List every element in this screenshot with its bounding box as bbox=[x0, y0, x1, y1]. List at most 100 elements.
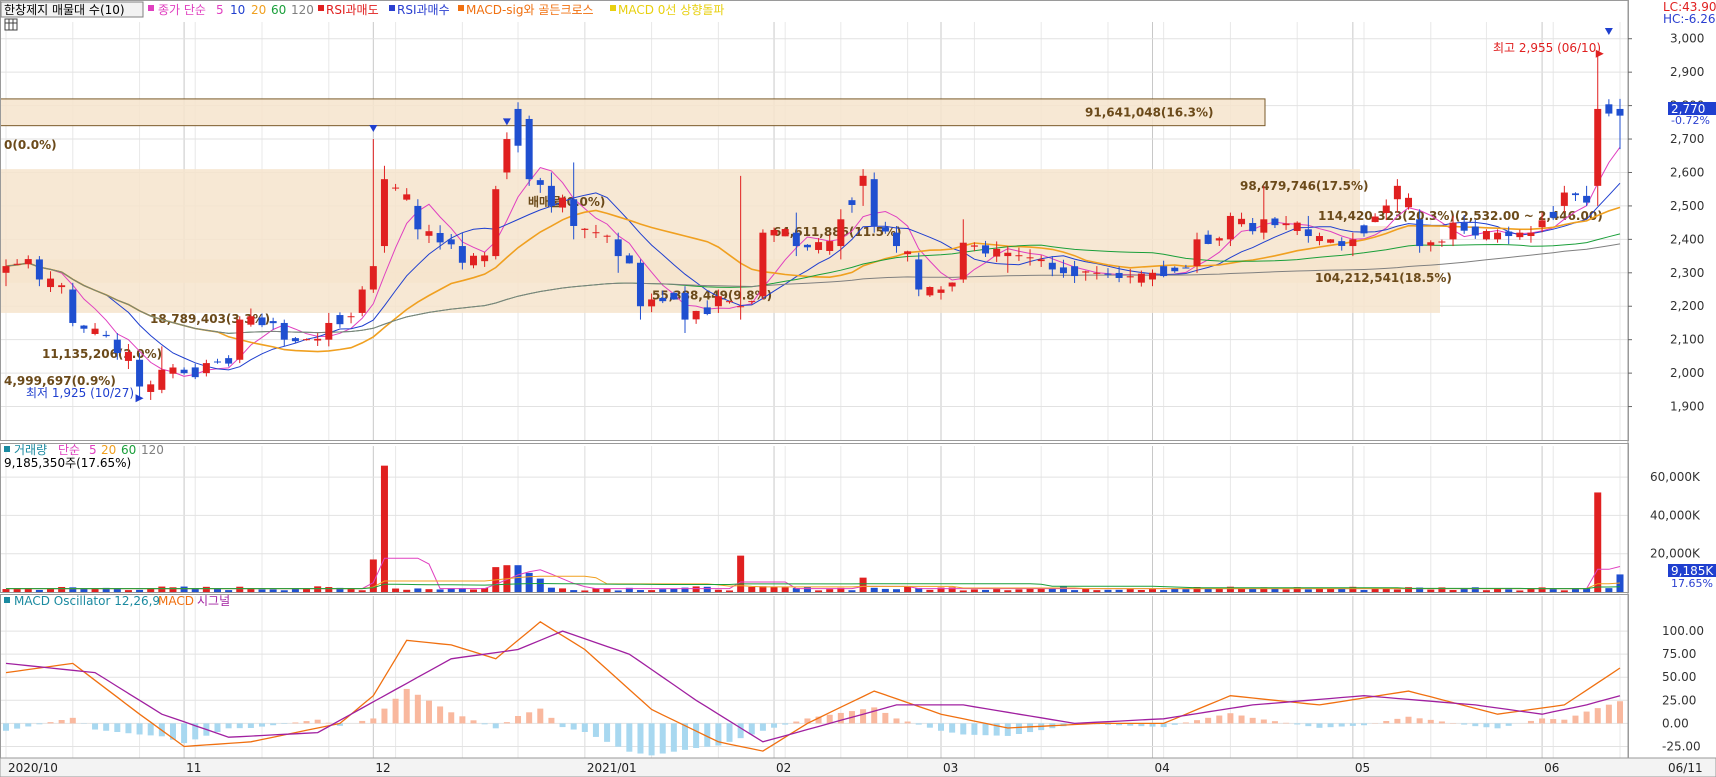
volume-bars bbox=[2, 465, 1624, 592]
volume-bar bbox=[1104, 589, 1112, 592]
last-price-text: 2,770 bbox=[1671, 102, 1705, 116]
x-tick-label: 02 bbox=[776, 761, 791, 775]
volume-bar bbox=[2, 589, 10, 592]
candle-body bbox=[1416, 219, 1424, 247]
macd-oscillator-bar bbox=[3, 723, 9, 731]
macd-oscillator-bar bbox=[1605, 704, 1612, 724]
volume-bar bbox=[726, 590, 734, 592]
macd-oscillator-bar bbox=[648, 723, 655, 756]
macd-oscillator-bar bbox=[793, 721, 800, 724]
macd-oscillator-bar bbox=[247, 723, 254, 728]
macd-oscillator-bar bbox=[782, 723, 789, 725]
volume-bar bbox=[69, 587, 77, 592]
macd-oscillator-bar bbox=[1461, 723, 1468, 725]
volume-bar bbox=[1082, 588, 1090, 592]
candle-body bbox=[1026, 257, 1034, 259]
macd-oscillator-bar bbox=[1205, 717, 1212, 724]
candle-body bbox=[113, 339, 121, 354]
candle-body bbox=[926, 287, 934, 296]
volume-bar bbox=[1427, 589, 1435, 592]
candle-body bbox=[1382, 205, 1390, 214]
legend-signal-macd-golden: MACD-sig와 골든크로스 bbox=[466, 3, 594, 17]
volume-bar bbox=[1494, 588, 1502, 592]
candle-body bbox=[1293, 222, 1301, 231]
legend-swatch-icon bbox=[610, 5, 616, 11]
candle-body bbox=[436, 232, 444, 243]
legend-title-box[interactable] bbox=[0, 1, 144, 18]
candle-body bbox=[681, 292, 689, 320]
candle-body bbox=[1160, 266, 1168, 277]
candle-body bbox=[948, 282, 956, 287]
volume-bar bbox=[1327, 588, 1335, 592]
volume-bar bbox=[915, 587, 923, 592]
volume-bar bbox=[1260, 587, 1268, 592]
table-toggle-icon[interactable] bbox=[4, 18, 18, 31]
candle-body bbox=[970, 245, 978, 247]
macd-oscillator-bar bbox=[236, 723, 243, 729]
legend-ma-120: 120 bbox=[291, 3, 314, 17]
candle-body bbox=[1059, 267, 1067, 274]
volume-bar bbox=[1538, 587, 1546, 592]
volume-bar bbox=[648, 590, 656, 592]
candle-body bbox=[280, 322, 288, 340]
candlesticks bbox=[2, 28, 1624, 403]
macd-oscillator-bar bbox=[259, 723, 266, 727]
candle-body bbox=[1271, 218, 1279, 226]
candle-body bbox=[1182, 267, 1190, 269]
legend-signal-rsi-overbought: RSI과매수 bbox=[397, 3, 450, 17]
macd-oscillator-bar bbox=[1394, 718, 1401, 724]
candle-body bbox=[425, 231, 433, 236]
candle-body bbox=[536, 180, 544, 185]
volume-bar bbox=[547, 587, 555, 592]
price-zone-label: 114,420,323(20.3%)(2,532.00 ~ 2,446.00) bbox=[1318, 209, 1603, 223]
macd-oscillator-bar bbox=[1360, 723, 1367, 726]
candle-body bbox=[158, 369, 166, 390]
macd-oscillator-bar bbox=[1027, 723, 1034, 733]
volume-bar bbox=[1193, 587, 1201, 592]
volume-bar bbox=[1137, 589, 1145, 592]
candle-body bbox=[225, 358, 233, 364]
volume-bar bbox=[147, 588, 155, 592]
volume-tick-label: 40,000K bbox=[1650, 508, 1701, 522]
macd-oscillator-bar bbox=[1149, 723, 1156, 727]
candle-body bbox=[993, 248, 1001, 257]
macd-oscillator-bar bbox=[303, 721, 310, 724]
macd-oscillator-bar bbox=[492, 723, 499, 729]
legend-ma-20: 20 bbox=[251, 3, 266, 17]
candle-body bbox=[826, 241, 834, 251]
price-tick-label: 2,600 bbox=[1670, 165, 1704, 179]
macd-oscillator-bar bbox=[336, 723, 343, 726]
candle-body bbox=[1204, 234, 1212, 244]
price-zone bbox=[0, 259, 1438, 283]
candle-body bbox=[458, 246, 466, 263]
volume-bar bbox=[325, 587, 333, 592]
price-tick-label: 1,900 bbox=[1670, 400, 1704, 414]
volume-bar bbox=[1449, 590, 1457, 592]
macd-oscillator-bar bbox=[125, 723, 132, 734]
volume-bar bbox=[258, 589, 266, 592]
volume-bar bbox=[614, 590, 622, 592]
volume-bar bbox=[937, 587, 945, 592]
volume-ma-line-60 bbox=[6, 582, 1621, 590]
macd-oscillator-bar bbox=[670, 723, 677, 752]
volume-bar bbox=[47, 588, 55, 592]
candle-body bbox=[1560, 192, 1568, 206]
macd-oscillator-bar bbox=[949, 723, 956, 733]
volume-tick-label: 20,000K bbox=[1650, 547, 1701, 561]
volume-bar bbox=[1004, 590, 1012, 592]
candle-body bbox=[781, 229, 789, 237]
macd-oscillator-bar bbox=[1260, 719, 1267, 724]
candle-body bbox=[636, 262, 644, 307]
candle-body bbox=[492, 189, 500, 257]
volume-bar bbox=[358, 590, 366, 592]
volume-bar bbox=[1349, 586, 1357, 592]
volume-bar bbox=[247, 589, 255, 592]
volume-bar bbox=[1549, 589, 1557, 592]
macd-oscillator-bar bbox=[214, 723, 221, 732]
macd-oscillator-bar bbox=[1438, 721, 1445, 724]
legend-swatch-icon bbox=[458, 5, 464, 11]
macd-oscillator-bar bbox=[604, 723, 611, 742]
macd-oscillator-bar bbox=[292, 722, 299, 724]
candle-body bbox=[392, 187, 400, 189]
